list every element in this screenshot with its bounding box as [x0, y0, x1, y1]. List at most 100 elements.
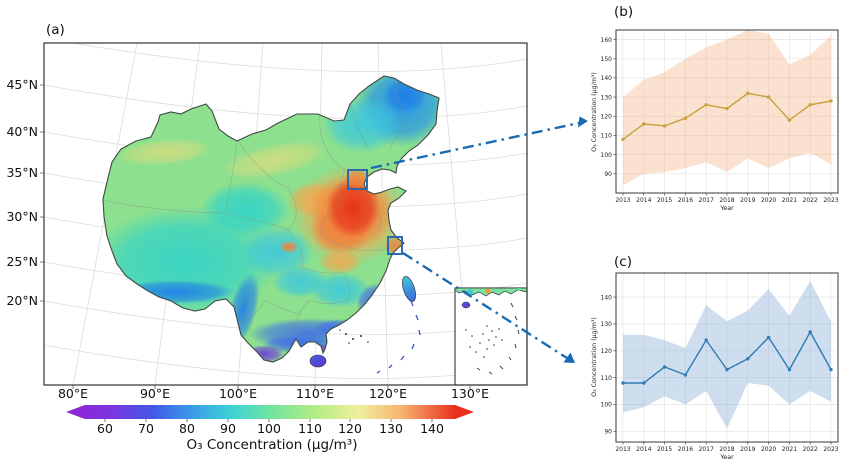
colorbar-tick-label: 70: [138, 421, 154, 436]
lon-label: 110°E: [296, 386, 334, 401]
x-tick-label: 2022: [803, 446, 818, 453]
data-point: [787, 118, 792, 122]
y-tick-label: 160: [601, 37, 613, 44]
colorbar-title: O₃ Concentration (μg/m³): [187, 437, 358, 453]
data-point: [704, 338, 708, 342]
colorbar: 60 70 80 90 100 110 120 130 140 O₃ Conce…: [66, 405, 474, 453]
data-point: [829, 99, 833, 103]
chart-c-panel: (c) 2013 2014 2015 2016 2017 2018 2019 2020 2021…: [591, 254, 839, 461]
arrow-to-panel-c: [402, 251, 575, 363]
lon-label: 130°E: [451, 386, 489, 401]
south-china-sea-inset: [454, 287, 528, 386]
lat-label: 30°N: [6, 209, 38, 224]
lat-label: 45°N: [6, 77, 38, 92]
y-tick-label: 130: [601, 321, 613, 328]
x-tick-label: 2013: [615, 197, 630, 204]
chart-b-xlabel: Year: [719, 205, 734, 212]
colorbar-tick-label: 60: [97, 421, 113, 436]
lat-label: 40°N: [6, 124, 38, 139]
data-point: [621, 137, 625, 141]
data-point: [766, 95, 771, 99]
x-tick-label: 2021: [782, 446, 797, 453]
colorbar-tick-label: 110: [298, 421, 322, 436]
data-point: [808, 103, 812, 107]
y-tick-label: 120: [601, 348, 613, 355]
chart-b-ylabel: O₃ Concentration (μg/m³): [591, 72, 598, 152]
data-point: [642, 122, 646, 126]
data-point: [787, 367, 792, 372]
sea-islands: [339, 329, 369, 344]
arrow-to-panel-b: [370, 116, 588, 170]
x-tick-label: 2017: [699, 197, 714, 204]
data-point: [642, 381, 646, 385]
y-tick-label: 150: [601, 56, 613, 63]
x-tick-label: 2020: [761, 446, 776, 453]
y-tick-label: 110: [601, 375, 613, 382]
colorbar-right-arrow: [455, 405, 474, 419]
colorbar-left-arrow: [66, 405, 85, 419]
colorbar-tick-label: 130: [379, 421, 403, 436]
x-tick-label: 2015: [657, 446, 672, 453]
colorbar-tick-label: 90: [220, 421, 236, 436]
data-point: [808, 330, 812, 334]
y-tick-label: 90: [604, 429, 612, 436]
y-tick-label: 140: [601, 75, 613, 82]
data-point: [829, 367, 833, 372]
inset-coastline: [455, 288, 527, 297]
x-tick-label: 2013: [615, 446, 630, 453]
data-point: [766, 335, 771, 340]
x-tick-label: 2017: [699, 446, 714, 453]
x-tick-label: 2020: [761, 197, 776, 204]
data-point: [725, 106, 729, 111]
data-point: [704, 103, 708, 107]
y-tick-label: 110: [601, 133, 613, 140]
map-axis-labels: 45°N 40°N 35°N 30°N 25°N 20°N 80°E 90°E …: [6, 77, 489, 401]
map-panel: (a): [6, 22, 588, 453]
lat-label: 20°N: [6, 293, 38, 308]
x-tick-label: 2014: [636, 446, 651, 453]
y-tick-label: 100: [601, 152, 613, 159]
panel-b-label: (b): [614, 4, 633, 20]
data-point: [662, 124, 667, 128]
y-tick-label: 90: [604, 171, 612, 178]
colorbar-tick-label: 100: [257, 421, 281, 436]
taiwan-island: [402, 276, 416, 302]
data-point: [746, 91, 750, 96]
lon-label: 100°E: [219, 386, 257, 401]
colorbar-gradient: [85, 405, 455, 419]
chart-b-plot: 2013 2014 2015 2016 2017 2018 2019 2020 2021 2022…: [601, 29, 839, 204]
x-tick-label: 2019: [740, 446, 755, 453]
colorbar-tick-label: 140: [420, 421, 444, 436]
x-tick-label: 2014: [636, 197, 651, 204]
x-tick-label: 2023: [823, 197, 838, 204]
province-boundaries: [103, 79, 411, 331]
chart-c-xlabel: Year: [719, 454, 734, 461]
region-box-north-china-plain: [347, 169, 368, 190]
chart-b-panel: (b) 2013 2014 2015 2016 2017 2018 2019 2020 2021…: [591, 4, 839, 212]
data-point: [746, 357, 750, 361]
y-tick-label: 130: [601, 94, 613, 101]
map-frame: [43, 42, 528, 386]
x-tick-label: 2022: [803, 197, 818, 204]
china-o3-raster: [102, 75, 440, 368]
x-tick-label: 2018: [719, 197, 734, 204]
data-point: [683, 373, 688, 377]
data-point: [621, 381, 625, 385]
x-tick-label: 2023: [823, 446, 838, 453]
lon-label: 120°E: [369, 386, 407, 401]
nine-dash-line: [376, 300, 421, 374]
x-tick-label: 2018: [719, 446, 734, 453]
chart-c-ylabel: O₃ Concentration (μg/m³): [591, 317, 598, 397]
uncertainty-band: [623, 281, 831, 429]
panel-a-label: (a): [46, 22, 65, 38]
x-tick-label: 2021: [782, 197, 797, 204]
data-point: [662, 365, 667, 369]
data-point: [725, 367, 729, 372]
y-tick-label: 140: [601, 294, 613, 301]
lon-label: 90°E: [140, 386, 170, 401]
lon-label: 80°E: [58, 386, 88, 401]
lat-label: 25°N: [6, 254, 38, 269]
x-tick-label: 2019: [740, 197, 755, 204]
region-box-yangtze-delta: [387, 236, 403, 255]
